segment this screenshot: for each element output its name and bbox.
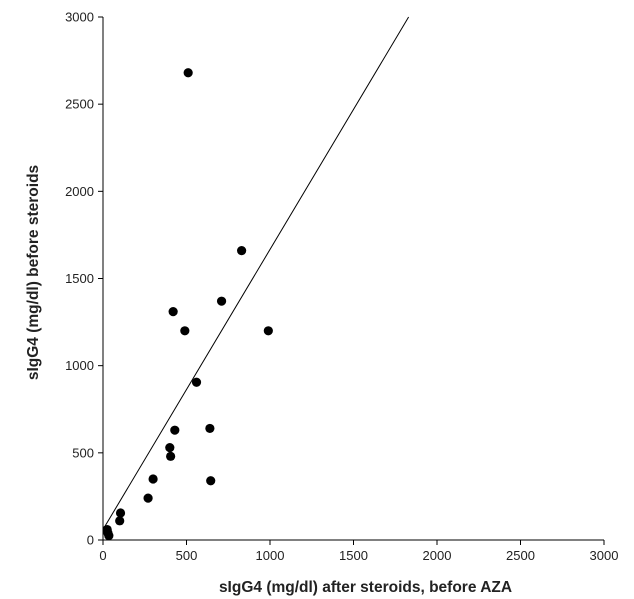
x-tick-label: 1000 [256, 548, 285, 563]
data-point [168, 307, 178, 317]
data-point [205, 423, 215, 434]
x-tick-label: 2000 [423, 548, 452, 563]
data-point [148, 474, 158, 484]
y-ticks: 0 500 1000 1500 2000 2500 3000 [65, 10, 103, 548]
data-points [102, 68, 273, 541]
y-tick-label: 2000 [65, 184, 94, 199]
data-point [143, 493, 153, 503]
x-tick-label: 1500 [339, 548, 368, 563]
data-point [104, 531, 114, 541]
x-tick-label: 500 [176, 548, 198, 563]
data-point [166, 451, 176, 461]
y-tick-label: 2500 [65, 97, 94, 112]
axes [102, 17, 604, 541]
x-tick-label: 2500 [506, 548, 535, 563]
y-tick-label: 1500 [65, 271, 94, 286]
data-point [115, 508, 126, 518]
x-axis-title: sIgG4 (mg/dl) after steroids, before AZA [219, 579, 512, 596]
y-axis-title: sIgG4 (mg/dl) before steroids [25, 165, 42, 380]
data-point [170, 425, 180, 435]
y-tick-label: 0 [87, 533, 94, 548]
y-tick-label: 3000 [65, 10, 94, 25]
data-point [216, 296, 227, 306]
data-point [206, 476, 216, 486]
x-ticks: 0 500 1000 1500 2000 2500 3000 [99, 540, 618, 563]
x-tick-label: 3000 [590, 548, 619, 563]
y-tick-label: 500 [72, 445, 94, 460]
reference-line [102, 16, 410, 530]
data-point [263, 326, 273, 336]
x-tick-label: 0 [99, 548, 106, 563]
data-point [191, 377, 202, 387]
data-point [165, 443, 175, 453]
y-tick-label: 1000 [65, 358, 94, 373]
data-point [180, 326, 190, 336]
data-point [183, 68, 193, 78]
data-point [237, 246, 247, 256]
data-point [115, 516, 125, 526]
